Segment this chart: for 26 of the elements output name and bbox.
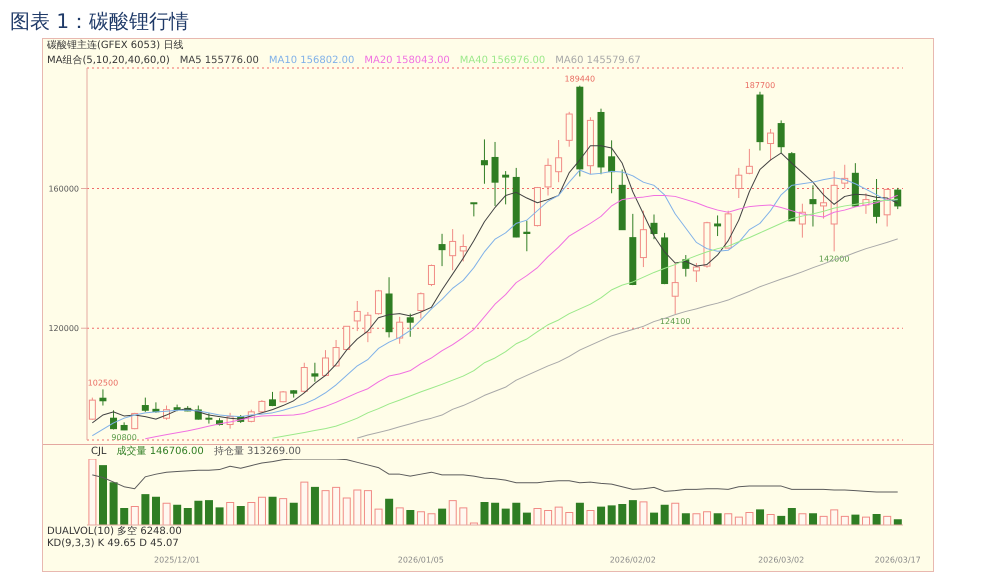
series-label: 持仓量 313269.00 [214, 446, 302, 457]
y-tick-label: 120000 [48, 324, 79, 334]
x-tick-label: 2026/02/02 [610, 556, 656, 565]
x-tick-label: 2025/12/01 [154, 556, 200, 565]
annotation: 90800 [111, 433, 137, 442]
chart-title: 图表 1：碳酸锂行情 [9, 8, 190, 34]
annotation: 124100 [660, 316, 690, 326]
x-tick-label: 2026/03/02 [758, 556, 804, 565]
annotation: 142000 [818, 254, 850, 264]
text: KD(9,3,3) K 49.65 D 45.07 [47, 538, 179, 550]
text: MA10 156802.00 [268, 55, 354, 66]
series-label: 成交量 146706.00 [116, 446, 204, 457]
annotation: 102500 [88, 378, 118, 388]
text: 碳酸锂主连(GFEX 6053) 日线 [46, 39, 184, 52]
text: MA60 145579.67 [555, 55, 641, 66]
text: MA40 156976.00 [460, 55, 546, 66]
legend-title: CJL [91, 446, 107, 457]
x-tick-label: 2026/03/17 [874, 556, 921, 565]
y-tick-label: 160000 [48, 184, 79, 194]
text: DUALVOL(10) 多空 6248.00 [47, 526, 182, 538]
text: MA5 155776.00 [180, 55, 259, 66]
annotation: 189440 [564, 74, 596, 84]
annotation: 187700 [744, 80, 776, 90]
legend-title: MA组合(5,10,20,40,60,0) [47, 55, 170, 66]
x-tick-label: 2026/01/05 [398, 556, 444, 565]
text: MA20 158043.00 [364, 55, 450, 66]
